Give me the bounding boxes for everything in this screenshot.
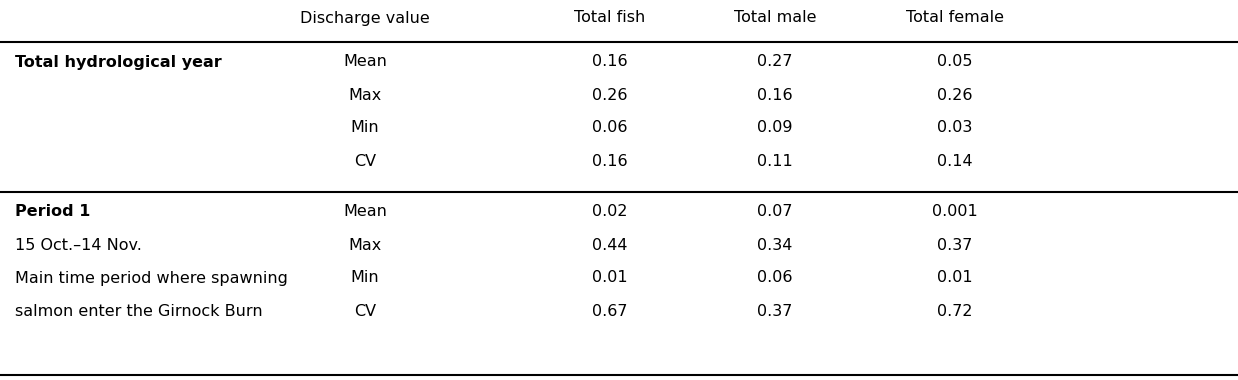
Text: CV: CV xyxy=(354,304,376,318)
Text: Max: Max xyxy=(348,87,381,103)
Text: 0.07: 0.07 xyxy=(758,204,792,220)
Text: 0.27: 0.27 xyxy=(758,54,792,70)
Text: Discharge value: Discharge value xyxy=(300,11,430,25)
Text: Total fish: Total fish xyxy=(574,11,646,25)
Text: 0.09: 0.09 xyxy=(758,120,792,136)
Text: 0.06: 0.06 xyxy=(758,271,792,285)
Text: Period 1: Period 1 xyxy=(15,204,90,220)
Text: Min: Min xyxy=(350,271,379,285)
Text: Total male: Total male xyxy=(734,11,816,25)
Text: Main time period where spawning: Main time period where spawning xyxy=(15,271,288,285)
Text: Mean: Mean xyxy=(343,204,387,220)
Text: 0.001: 0.001 xyxy=(932,204,978,220)
Text: 15 Oct.–14 Nov.: 15 Oct.–14 Nov. xyxy=(15,238,142,252)
Text: 0.37: 0.37 xyxy=(937,238,973,252)
Text: 0.05: 0.05 xyxy=(937,54,973,70)
Text: 0.37: 0.37 xyxy=(758,304,792,318)
Text: 0.01: 0.01 xyxy=(937,271,973,285)
Text: Min: Min xyxy=(350,120,379,136)
Text: 0.03: 0.03 xyxy=(937,120,973,136)
Text: 0.02: 0.02 xyxy=(592,204,628,220)
Text: 0.26: 0.26 xyxy=(592,87,628,103)
Text: Max: Max xyxy=(348,238,381,252)
Text: 0.67: 0.67 xyxy=(592,304,628,318)
Text: 0.34: 0.34 xyxy=(758,238,792,252)
Text: 0.16: 0.16 xyxy=(758,87,792,103)
Text: 0.72: 0.72 xyxy=(937,304,973,318)
Text: 0.11: 0.11 xyxy=(758,154,792,168)
Text: Total female: Total female xyxy=(906,11,1004,25)
Text: salmon enter the Girnock Burn: salmon enter the Girnock Burn xyxy=(15,304,262,318)
Text: 0.16: 0.16 xyxy=(592,154,628,168)
Text: Mean: Mean xyxy=(343,54,387,70)
Text: 0.26: 0.26 xyxy=(937,87,973,103)
Text: 0.44: 0.44 xyxy=(592,238,628,252)
Text: 0.06: 0.06 xyxy=(592,120,628,136)
Text: 0.01: 0.01 xyxy=(592,271,628,285)
Text: CV: CV xyxy=(354,154,376,168)
Text: 0.16: 0.16 xyxy=(592,54,628,70)
Text: Total hydrological year: Total hydrological year xyxy=(15,54,222,70)
Text: 0.14: 0.14 xyxy=(937,154,973,168)
